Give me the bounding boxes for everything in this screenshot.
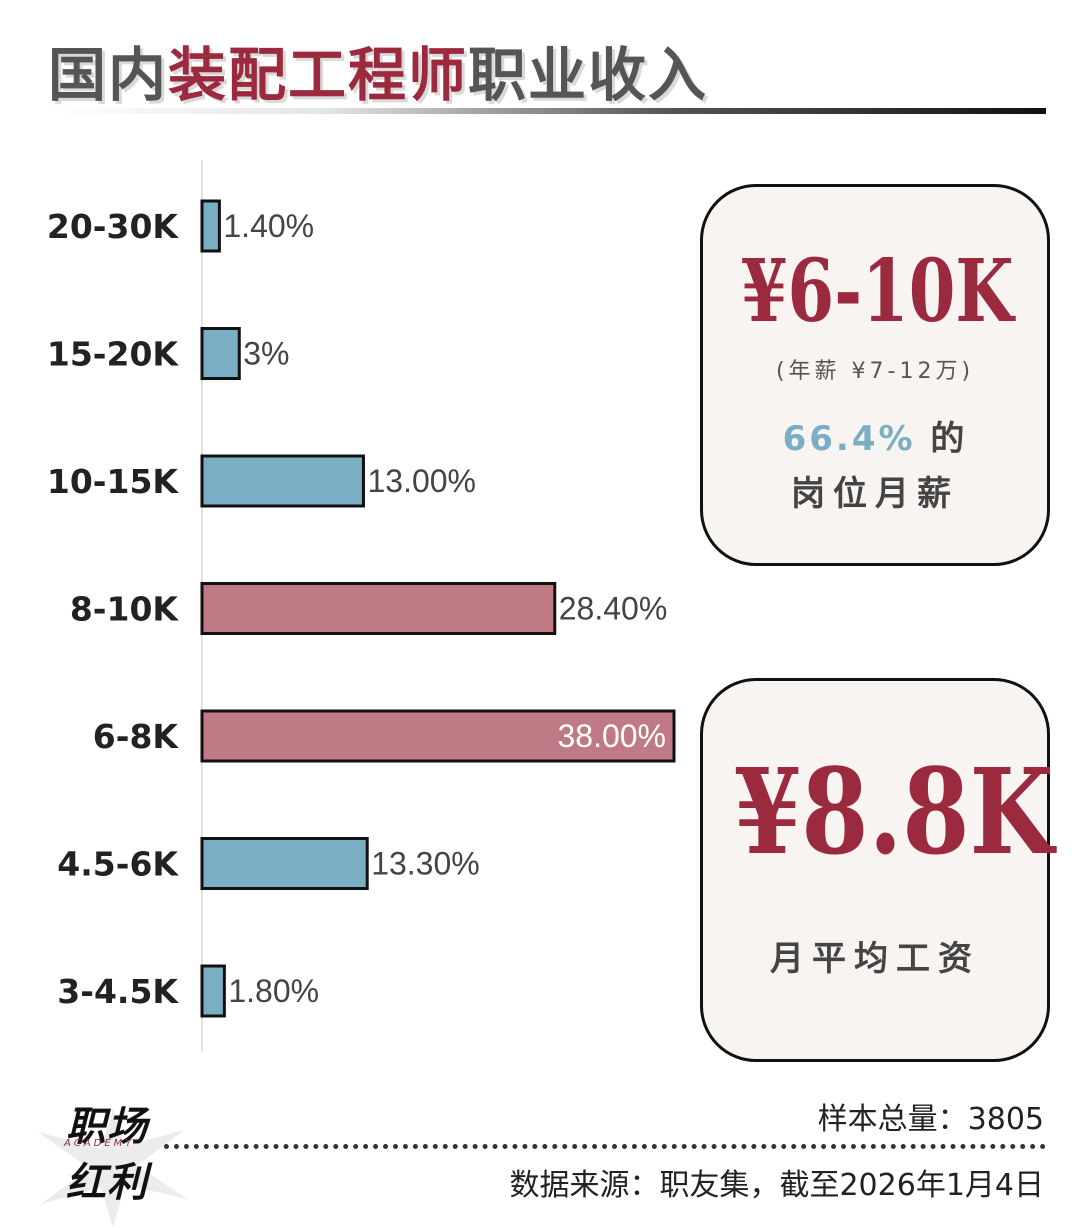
bar [200, 964, 226, 1018]
bar [200, 199, 221, 253]
category-label: 20-30K [47, 207, 180, 246]
average-salary-card: ¥8.8K 月平均工资 [700, 678, 1054, 1062]
salary-distribution-chart: 20-30K 1.40% 15-20K 3% 10-15K 13.00% 8-10K 28.4… [47, 160, 676, 1052]
logo-text-academy: ACADEMY [64, 1138, 135, 1149]
category-label: 6-8K [93, 717, 180, 756]
footer-divider [164, 1144, 1046, 1149]
range-caption: 岗位月薪 [791, 474, 959, 514]
value-label: 3% [243, 336, 289, 372]
monthly-range-card: ¥6-10K (年薪 ¥7-12万) 66.4% 的 岗位月薪 [700, 184, 1050, 566]
bar [200, 327, 241, 380]
title-part1: 国内 [48, 41, 169, 109]
sample-size: 样本总量：3805 [817, 1102, 1044, 1137]
page-title: 国内装配工程师职业收入 [48, 28, 708, 112]
logo-text-top: 职场 [66, 1104, 148, 1150]
title-part2: 职业收入 [468, 41, 709, 109]
value-label: 38.00% [557, 718, 666, 754]
share-suffix: 的 [930, 419, 968, 459]
title-highlight: 装配工程师 [168, 41, 469, 109]
data-source: 数据来源：职友集，截至2026年1月4日 [509, 1168, 1044, 1203]
category-label: 4.5-6K [57, 845, 179, 884]
share-line: 66.4% 的 [703, 411, 1047, 460]
value-label: 1.80% [228, 973, 319, 1009]
category-label: 3-4.5K [57, 972, 179, 1011]
share-percent: 66.4% [782, 419, 916, 459]
title-underline [48, 108, 1046, 114]
category-label: 15-20K [47, 335, 180, 374]
annual-salary-note: (年薪 ¥7-12万) [775, 359, 975, 384]
bar [200, 582, 557, 635]
brand-logo: 职场 ACADEMY 红利 [38, 1094, 188, 1228]
range-value: ¥6-10K [740, 241, 1014, 342]
average-caption: 月平均工资 [770, 939, 980, 979]
bar [200, 709, 676, 763]
category-label: 8-10K [70, 590, 180, 629]
value-label: 13.00% [367, 463, 476, 499]
value-label: 28.40% [559, 591, 668, 627]
category-label: 10-15K [47, 462, 180, 501]
value-label: 1.40% [223, 208, 314, 244]
average-value: ¥8.8K [733, 742, 1054, 881]
logo-text-bottom: 红利 [66, 1160, 148, 1206]
value-label: 13.30% [371, 846, 480, 882]
bar [200, 454, 365, 508]
bar [200, 837, 369, 890]
